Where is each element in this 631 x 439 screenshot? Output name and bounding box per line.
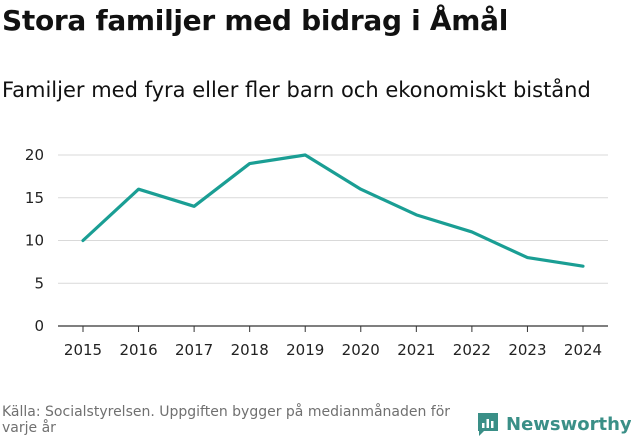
y-tick-label-0: 0 bbox=[34, 317, 44, 335]
x-tick-label-2023: 2023 bbox=[508, 341, 546, 359]
y-tick-label-15: 15 bbox=[25, 189, 44, 207]
x-tick-label-2022: 2022 bbox=[453, 341, 491, 359]
chart-subtitle: Familjer med fyra eller fler barn och ek… bbox=[2, 78, 591, 102]
x-tick-label-2019: 2019 bbox=[286, 341, 324, 359]
source-note: Källa: Socialstyrelsen. Uppgiften bygger… bbox=[2, 404, 451, 436]
chart-title: Stora familjer med bidrag i Åmål bbox=[2, 4, 509, 37]
series-line-0 bbox=[81, 153, 585, 268]
newsworthy-logo-icon bbox=[478, 413, 498, 436]
x-tick-label-2016: 2016 bbox=[119, 341, 157, 359]
line-chart: 0 5 10 15 20 2015 2016 2017 2018 2019 2020 2021 2022… bbox=[25, 146, 608, 359]
y-tick-label-10: 10 bbox=[25, 232, 44, 250]
x-tick-label-2015: 2015 bbox=[64, 341, 102, 359]
x-tick-label-2018: 2018 bbox=[231, 341, 269, 359]
y-tick-label-5: 5 bbox=[34, 274, 44, 292]
gridlines bbox=[58, 154, 608, 284]
y-tick-label-20: 20 bbox=[25, 146, 44, 164]
x-tick-label-2021: 2021 bbox=[397, 341, 435, 359]
x-tick-label-2017: 2017 bbox=[175, 341, 213, 359]
axes: 0 5 10 15 20 2015 2016 2017 2018 2019 2020 2021 2022… bbox=[25, 146, 608, 359]
x-tick-label-2024: 2024 bbox=[564, 341, 602, 359]
x-tick-label-2020: 2020 bbox=[342, 341, 380, 359]
series-layer bbox=[81, 153, 585, 268]
brand-logo: Newsworthy bbox=[476, 409, 631, 439]
brand-name: Newsworthy bbox=[506, 413, 631, 435]
